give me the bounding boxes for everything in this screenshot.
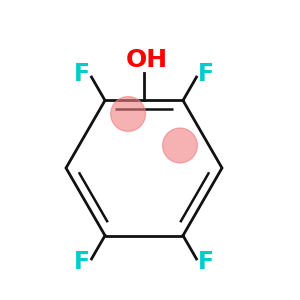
Text: F: F	[74, 62, 90, 86]
Circle shape	[163, 128, 197, 163]
Text: F: F	[198, 250, 214, 274]
Text: OH: OH	[126, 48, 168, 72]
Circle shape	[111, 97, 146, 131]
Text: F: F	[74, 250, 90, 274]
Text: F: F	[198, 62, 214, 86]
